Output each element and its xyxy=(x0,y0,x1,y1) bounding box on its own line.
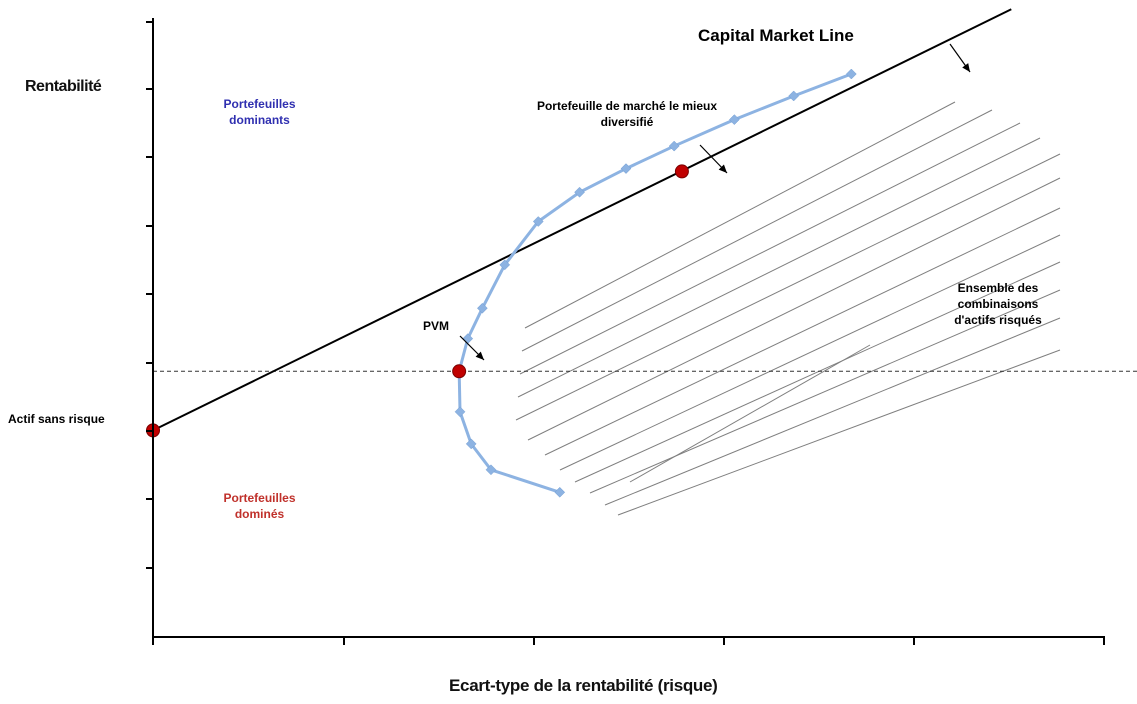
cml-label: Capital Market Line xyxy=(698,26,854,45)
axes xyxy=(152,18,1105,638)
hatch-line-9 xyxy=(589,289,1061,494)
x-ticks xyxy=(152,637,1105,645)
frontier-point-14 xyxy=(845,68,857,80)
frontier-point-0 xyxy=(554,486,566,498)
frontier-point-12 xyxy=(729,114,740,125)
y-ticks xyxy=(146,21,153,569)
hatch-line-11 xyxy=(617,349,1061,516)
frontier-point-8 xyxy=(532,216,544,227)
frontier-point-13 xyxy=(788,90,800,102)
annotation-arrows xyxy=(459,43,971,361)
hatch-line-8 xyxy=(574,261,1061,483)
x-axis-label: Ecart-type de la rentabilité (risque) xyxy=(449,676,718,695)
hatch-line-0 xyxy=(524,101,956,329)
hatch-line-12 xyxy=(629,344,871,483)
cml-arrow-head xyxy=(962,63,970,72)
frontier-point-7 xyxy=(499,259,511,271)
hatch-line-1 xyxy=(521,109,993,352)
risky-set-label: Ensemble des combinaisons d'actifs risqu… xyxy=(954,281,1042,327)
pvm-arrow-head xyxy=(475,351,484,360)
dominant-label: Portefeuilles dominants xyxy=(223,97,296,127)
pvm-label: PVM xyxy=(423,319,450,333)
hatch-line-10 xyxy=(604,317,1061,506)
key-point-1 xyxy=(452,364,467,379)
frontier-point-10 xyxy=(620,163,632,174)
frontier-point-5 xyxy=(462,333,474,344)
hatch-line-4 xyxy=(515,153,1061,421)
key-point-2 xyxy=(674,164,689,179)
risky-set-hatching xyxy=(515,101,1061,516)
frontier-point-9 xyxy=(574,186,585,198)
hatch-line-3 xyxy=(517,137,1041,398)
frontier-point-2 xyxy=(465,438,477,450)
frontier-point-11 xyxy=(668,140,680,152)
hatch-line-6 xyxy=(544,207,1061,456)
capital-market-line xyxy=(152,8,1012,432)
frontier-point-1 xyxy=(485,464,497,476)
frontier-point-3 xyxy=(454,406,466,418)
hatch-line-5 xyxy=(527,177,1061,441)
market-portfolio-arrow-head xyxy=(718,164,727,173)
y-axis-label: Rentabilité xyxy=(25,78,102,95)
risk-free-label: Actif sans risque xyxy=(8,412,105,426)
hatch-line-7 xyxy=(559,234,1061,471)
dominated-label: Portefeuilles dominés xyxy=(223,491,296,521)
hatch-line-2 xyxy=(519,122,1021,375)
market-portfolio-label: Portefeuille de marché le mieux diversif… xyxy=(536,99,718,129)
frontier-point-6 xyxy=(477,302,488,314)
